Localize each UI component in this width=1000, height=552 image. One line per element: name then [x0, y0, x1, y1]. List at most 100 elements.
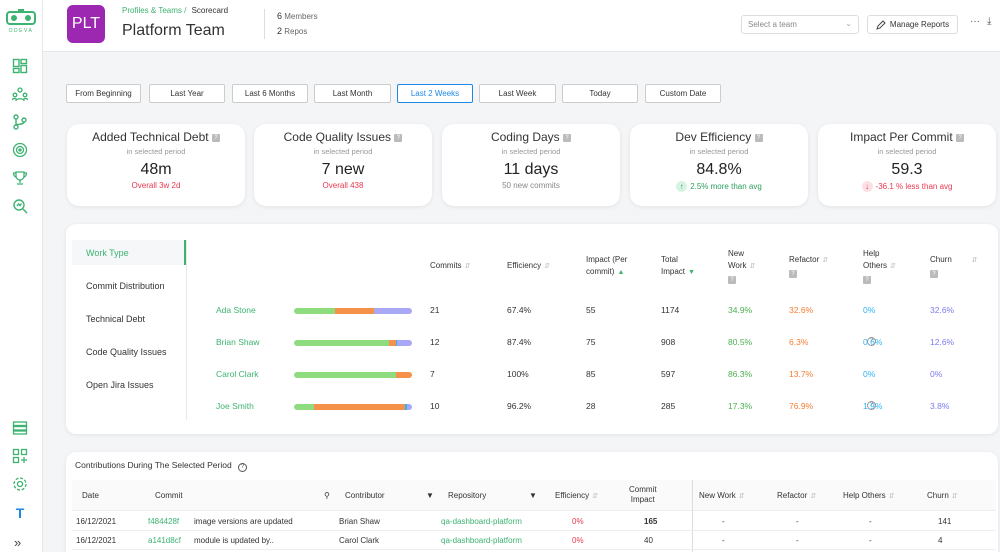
add-widget-icon[interactable] [11, 447, 29, 465]
search-analytics-icon[interactable] [11, 197, 29, 215]
kpi-value: 59.3 [891, 161, 923, 178]
filter-icon[interactable]: ▼ [426, 491, 434, 500]
help-icon[interactable]: ? [728, 276, 736, 284]
tab-divider [186, 240, 187, 420]
tab-open-jira-issues[interactable]: Open Jira Issues [86, 380, 154, 390]
search-icon[interactable]: ⚲ [324, 491, 330, 500]
download-icon[interactable]: ⤓ [987, 16, 992, 27]
commits-value: 12 [430, 337, 440, 347]
col-contributor[interactable]: Contributor [345, 491, 385, 500]
kpi-dev-efficiency: Dev Efficiency ? in selected period 84.8… [630, 124, 808, 206]
col-date[interactable]: Date [82, 491, 99, 500]
kpi-value: 48m [140, 161, 172, 178]
tab-commit-distribution[interactable]: Commit Distribution [86, 281, 165, 291]
help-icon[interactable]: ? [956, 134, 965, 142]
info-icon[interactable]: ? [867, 337, 876, 346]
work-type-bar [294, 404, 412, 410]
filter-last-year[interactable]: Last Year [149, 84, 225, 103]
help-icon[interactable]: ? [563, 134, 572, 142]
tab-work-type[interactable]: Work Type [72, 240, 186, 265]
col-commit-impact[interactable]: Commit Impact [629, 485, 657, 505]
manage-reports-button[interactable]: Manage Reports [867, 15, 958, 34]
filter-today[interactable]: Today [562, 84, 638, 103]
col-refactor[interactable]: Refactor ⇵? [789, 254, 828, 279]
efficiency-value: 87.4% [507, 337, 532, 347]
help-icon[interactable]: ? [863, 276, 871, 284]
settings-icon[interactable] [11, 475, 29, 493]
filter-last-week[interactable]: Last Week [479, 84, 556, 103]
filter-from-beginning[interactable]: From Beginning [66, 84, 141, 103]
col-churn[interactable]: Churn ⇵ [927, 491, 958, 502]
col-label: Help Others [843, 491, 886, 500]
tenant-badge[interactable]: T [10, 503, 30, 523]
bar-segment-help-others [405, 404, 408, 410]
col-new-work[interactable]: New Work ⇵ [699, 491, 745, 502]
git-branch-icon[interactable] [11, 113, 29, 131]
dashboard-icon[interactable] [11, 57, 29, 75]
contributor-name[interactable]: Joe Smith [216, 401, 254, 411]
teams-icon[interactable] [11, 85, 29, 103]
database-icon[interactable] [11, 419, 29, 437]
col-impact-per-commit[interactable]: Impact (Per commit) ▲ [586, 254, 627, 279]
help-icon[interactable]: ? [789, 270, 797, 278]
table-row: 16/12/2021 f484428f image versions are upd… [72, 512, 996, 531]
col-label: Churn [930, 255, 952, 264]
contributor-name[interactable]: Carol Clark [216, 369, 259, 379]
help-icon[interactable]: ? [238, 463, 248, 472]
help-icon[interactable]: ? [754, 134, 763, 142]
sort-icon: ⇵ [810, 493, 817, 500]
col-repository[interactable]: Repository [448, 491, 487, 500]
target-icon[interactable] [11, 141, 29, 159]
col-help-others[interactable]: Help Others ⇵? [863, 248, 896, 285]
filter-last-2-weeks[interactable]: Last 2 Weeks [397, 84, 473, 103]
breadcrumb-parent[interactable]: Profiles & Teams / [122, 6, 187, 15]
team-select[interactable]: Select a team ⌄ [741, 15, 859, 34]
col-label: New [728, 249, 745, 258]
contributor-name[interactable]: Ada Stone [216, 305, 256, 315]
col-commits[interactable]: Commits ⇵ [430, 260, 470, 273]
col-new-work[interactable]: New Work ⇵? [728, 248, 755, 285]
commit-message: module is updated by.. [194, 536, 274, 545]
filter-custom-date[interactable]: Custom Date [645, 84, 721, 103]
bar-segment-new-work [294, 372, 396, 378]
col-label: Total [661, 255, 678, 264]
trophy-icon[interactable] [11, 169, 29, 187]
kpi-value: 11 days [503, 161, 559, 178]
help-others-value: 0% [863, 369, 876, 379]
tab-technical-debt[interactable]: Technical Debt [86, 314, 146, 324]
kpi-footer: 50 new commits [502, 181, 560, 190]
help-icon[interactable]: ? [394, 134, 403, 142]
filter-icon[interactable]: ▼ [529, 491, 537, 500]
col-churn[interactable]: Churn ⇵? [930, 254, 978, 279]
contributor-name[interactable]: Brian Shaw [216, 337, 260, 347]
repository-link[interactable]: qa-dashboard-platform [441, 536, 522, 545]
col-label: Refactor [789, 255, 820, 264]
filter-last-month[interactable]: Last Month [314, 84, 391, 103]
churn-value: 3.8% [930, 401, 950, 411]
bar-segment-refactor [388, 340, 397, 346]
brand-logo[interactable]: ODEVA [4, 8, 38, 34]
expand-sidebar-icon[interactable]: » [14, 535, 22, 550]
filter-last-6-months[interactable]: Last 6 Months [232, 84, 308, 103]
bar-segment-new-work [294, 340, 389, 346]
col-commit[interactable]: Commit [155, 491, 183, 500]
kpi-footer: Overall 3w 2d [131, 181, 181, 190]
col-efficiency[interactable]: Efficiency ⇵ [555, 491, 598, 502]
tab-code-quality-issues[interactable]: Code Quality Issues [86, 347, 167, 357]
commit-hash-link[interactable]: f484428f [148, 517, 180, 526]
bar-segment-help-others [396, 340, 398, 346]
kpi-code-quality-issues: Code Quality Issues ? in selected period… [254, 124, 432, 206]
col-total-impact[interactable]: Total Impact ▼ [661, 254, 695, 279]
info-icon[interactable]: ? [867, 401, 876, 410]
col-refactor[interactable]: Refactor ⇵ [777, 491, 816, 502]
help-icon[interactable]: ? [930, 270, 938, 278]
col-efficiency[interactable]: Efficiency ⇵ [507, 260, 550, 273]
col-help-others[interactable]: Help Others ⇵ [843, 491, 895, 502]
contributions-table-header: Date Commit ⚲ Contributor ▼ Repository ▼… [72, 480, 996, 552]
help-icon[interactable]: ? [211, 134, 220, 142]
sidebar: ODEVA T » [0, 0, 43, 552]
commit-hash-link[interactable]: a141d8cf [148, 536, 181, 545]
repository-link[interactable]: qa-dashboard-platform [441, 517, 522, 526]
sort-icon: ⇵ [738, 493, 745, 500]
more-options-icon[interactable]: ··· [970, 16, 980, 27]
